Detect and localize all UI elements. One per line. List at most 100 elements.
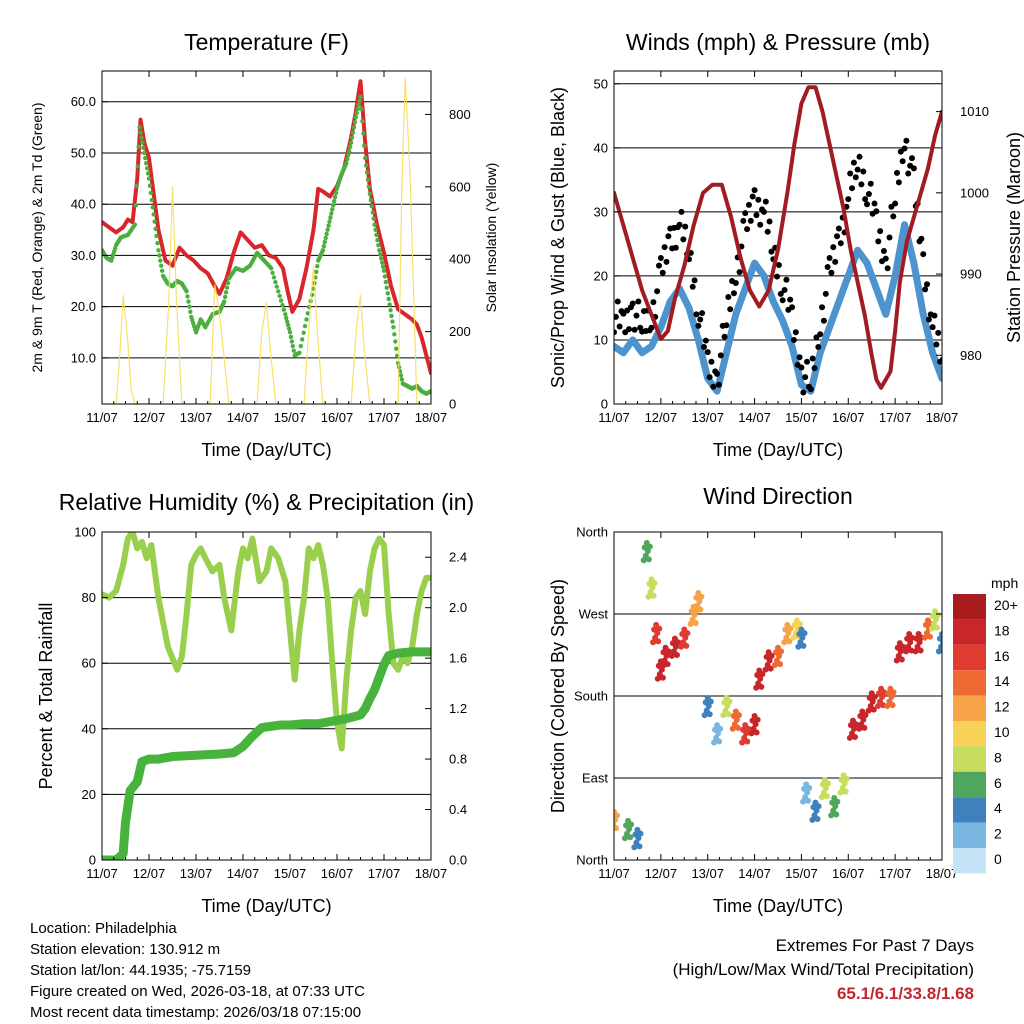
data-point	[394, 346, 399, 351]
direction-point	[832, 803, 839, 810]
direction-point	[735, 712, 742, 719]
direction-point	[716, 738, 723, 745]
direction-point	[871, 693, 878, 700]
data-point	[283, 312, 288, 317]
data-point	[706, 374, 713, 381]
data-point	[854, 166, 861, 173]
data-point	[779, 297, 786, 304]
direction-point	[739, 739, 746, 746]
direction-point	[659, 674, 666, 681]
direction-point	[800, 798, 807, 805]
data-point	[398, 373, 404, 378]
direction-point	[665, 648, 672, 655]
x-axis-label: Time (Day/UTC)	[713, 896, 843, 916]
data-point	[302, 323, 308, 329]
direction-point	[898, 656, 905, 663]
data-point	[745, 201, 752, 208]
direction-point	[776, 652, 783, 659]
direction-point	[777, 661, 784, 668]
data-point	[367, 191, 373, 197]
data-point	[364, 170, 370, 175]
data-point	[373, 227, 378, 233]
y2-tick-label: 1.6	[449, 651, 467, 666]
legend-swatch	[953, 644, 986, 671]
x-tick-label: 12/07	[133, 410, 166, 425]
data-point	[359, 106, 364, 112]
data-point	[331, 198, 337, 204]
direction-point	[628, 821, 635, 828]
legend-swatch	[953, 721, 986, 747]
data-point	[697, 316, 704, 323]
data-point	[648, 324, 655, 331]
series-line	[102, 77, 431, 404]
data-point	[375, 237, 380, 243]
data-point	[832, 258, 839, 265]
data-point	[736, 269, 743, 276]
y2-tick-label: 200	[449, 324, 471, 339]
data-point	[886, 234, 893, 241]
data-point	[901, 145, 908, 152]
direction-point	[865, 707, 872, 714]
data-point	[381, 268, 387, 273]
direction-point	[673, 652, 680, 658]
data-point	[809, 355, 816, 362]
data-point	[939, 356, 942, 362]
x-axis-label: Time (Day/UTC)	[201, 896, 331, 916]
direction-point	[928, 625, 935, 632]
x-tick-label: 16/07	[832, 866, 865, 881]
y2-tick-label: 1.2	[449, 701, 467, 716]
direction-point	[903, 648, 910, 655]
x-tick-label: 16/07	[321, 866, 354, 881]
data-point	[360, 119, 365, 124]
data-point	[792, 329, 799, 336]
data-point	[146, 176, 152, 181]
direction-point	[757, 675, 764, 682]
data-point	[344, 161, 349, 166]
data-point	[665, 233, 672, 240]
data-point	[920, 251, 927, 258]
direction-point	[745, 725, 752, 732]
data-point	[383, 279, 389, 285]
data-point	[774, 273, 781, 280]
y-tick-label: 50	[594, 76, 608, 91]
legend-swatch	[953, 771, 986, 798]
direction-point	[795, 643, 802, 650]
data-point	[892, 200, 899, 207]
data-point	[815, 344, 822, 351]
direction-point	[852, 734, 859, 740]
data-point	[347, 144, 353, 150]
direction-point	[813, 807, 820, 814]
data-point	[753, 212, 760, 219]
series-line	[102, 647, 431, 860]
data-point	[138, 130, 143, 135]
data-point	[766, 218, 773, 225]
y-tick-label: 80	[82, 590, 96, 605]
data-point	[428, 388, 431, 394]
direction-point	[637, 830, 644, 837]
y-tick-label: North	[576, 525, 608, 540]
direction-point	[654, 630, 661, 637]
data-point	[156, 248, 161, 253]
data-point	[884, 265, 891, 272]
data-point	[150, 205, 155, 210]
direction-point	[692, 607, 699, 614]
data-point	[144, 166, 150, 171]
direction-point	[800, 642, 807, 649]
y2-tick-label: 2.4	[449, 550, 467, 565]
y2-axis-label: Solar Insolation (Yellow)	[483, 163, 499, 313]
data-point	[877, 228, 884, 235]
legend-swatch	[953, 797, 986, 823]
data-point	[689, 283, 696, 290]
data-point	[273, 279, 278, 285]
y2-tick-label: 2.0	[449, 600, 467, 615]
data-point	[356, 102, 361, 108]
y-tick-label: West	[579, 607, 609, 622]
data-point	[323, 235, 328, 241]
data-point	[363, 155, 368, 161]
x-tick-label: 11/07	[86, 866, 118, 881]
legend-swatch	[953, 594, 986, 620]
data-point	[301, 330, 306, 335]
y-tick-label: 30	[594, 204, 608, 219]
data-point	[376, 242, 381, 248]
direction-point	[644, 548, 651, 555]
